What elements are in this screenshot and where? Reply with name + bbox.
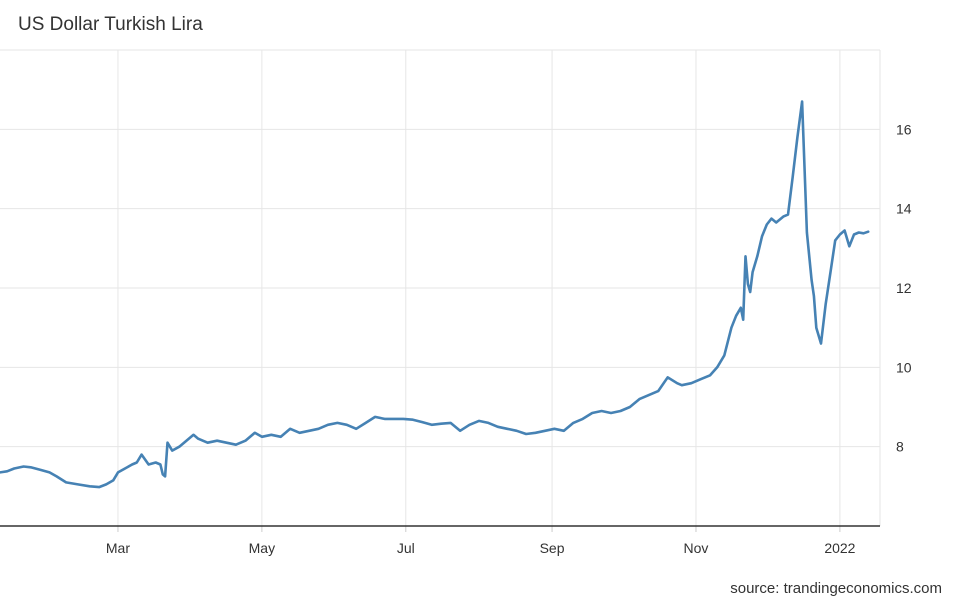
series-line-usdtry: [0, 100, 870, 489]
y-tick-label: 14: [896, 201, 912, 217]
x-tick-label: May: [249, 540, 275, 556]
x-tick-label: Sep: [540, 540, 565, 556]
x-tick-label: Nov: [684, 540, 709, 556]
series-layer: [0, 100, 870, 489]
grid-lines: [0, 49, 880, 526]
chart-title: US Dollar Turkish Lira: [18, 14, 203, 35]
tick-labels: 8 10 12 14 16 Mar May Jul Sep Nov 2022: [106, 121, 912, 556]
y-tick-label: 8: [896, 439, 904, 455]
source-credit: source: trandingeconomics.com: [730, 580, 942, 597]
y-tick-label: 10: [896, 359, 912, 375]
y-tick-label: 16: [896, 121, 912, 137]
axes: [0, 50, 881, 532]
x-tick-label: Jul: [397, 540, 415, 556]
y-tick-label: 12: [896, 280, 912, 296]
x-tick-label: 2022: [824, 540, 855, 556]
x-tick-label: Mar: [106, 540, 130, 556]
